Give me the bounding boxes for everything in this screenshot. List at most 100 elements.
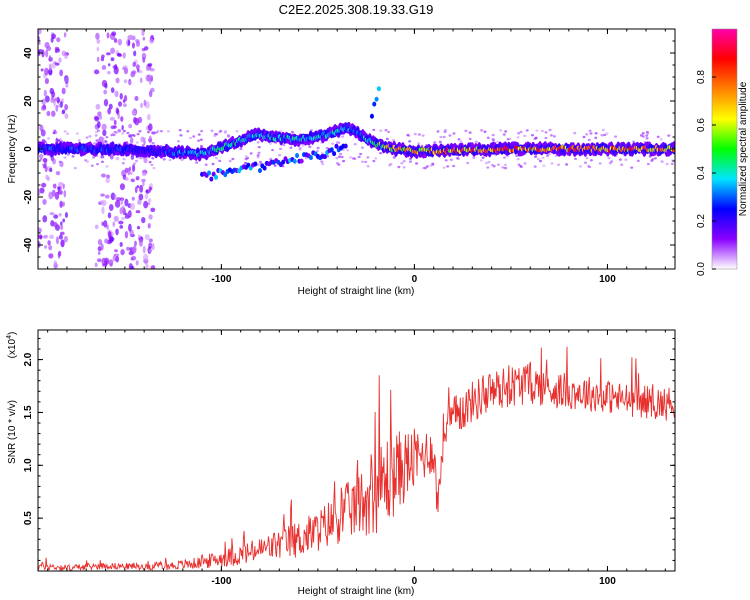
secondary-track-blob — [295, 153, 300, 159]
background-speck — [452, 132, 456, 135]
noise-speck — [44, 67, 49, 76]
background-speck — [360, 146, 364, 149]
noise-speck — [58, 234, 63, 240]
noise-speck — [59, 69, 64, 77]
background-speck — [151, 157, 155, 160]
background-speck — [608, 161, 612, 165]
noise-speck — [148, 90, 153, 98]
noise-speck — [129, 137, 134, 145]
noise-speck — [147, 202, 151, 206]
background-speck — [630, 166, 634, 169]
noise-speck — [44, 245, 48, 249]
background-speck — [41, 138, 45, 142]
noise-speck — [49, 234, 55, 240]
background-speck — [496, 140, 500, 144]
background-speck — [366, 156, 370, 159]
noise-speck — [94, 262, 98, 268]
background-speck — [385, 137, 389, 141]
noise-speck — [47, 240, 51, 246]
background-speck — [525, 129, 529, 132]
background-speck — [392, 156, 396, 159]
noise-speck — [103, 98, 109, 107]
noise-speck — [147, 63, 153, 67]
noise-speck — [132, 164, 136, 173]
background-speck — [186, 130, 190, 133]
background-speck — [256, 141, 260, 144]
noise-speck — [103, 220, 108, 228]
noise-speck — [138, 238, 143, 247]
noise-speck — [56, 37, 61, 43]
background-speck — [180, 158, 184, 162]
noise-speck — [58, 250, 62, 257]
background-speck — [573, 131, 577, 135]
noise-speck — [100, 243, 104, 251]
background-speck — [326, 155, 330, 158]
background-speck — [442, 166, 446, 169]
noise-speck — [128, 250, 134, 256]
noise-speck — [149, 183, 153, 188]
noise-speck — [124, 177, 129, 181]
noise-speck — [109, 236, 115, 242]
background-speck — [335, 156, 339, 160]
noise-speck — [107, 107, 112, 115]
noise-speck — [145, 66, 150, 71]
noise-speck — [140, 136, 145, 143]
noise-speck — [135, 260, 139, 266]
background-speck — [273, 164, 277, 167]
background-speck — [231, 157, 235, 161]
background-speck — [474, 140, 478, 144]
background-speck — [121, 132, 125, 135]
background-speck — [565, 163, 569, 166]
noise-speck — [62, 201, 65, 207]
background-speck — [126, 131, 130, 135]
background-speck — [204, 163, 208, 166]
noise-speck — [124, 215, 130, 219]
noise-speck — [151, 242, 155, 251]
background-speck — [641, 132, 645, 135]
background-speck — [444, 159, 448, 162]
secondary-track-blob — [329, 147, 334, 153]
noise-speck — [59, 100, 63, 108]
background-speck — [659, 138, 663, 141]
background-speck — [176, 140, 180, 143]
background-speck — [197, 133, 201, 136]
background-speck — [195, 161, 199, 164]
background-speck — [357, 155, 361, 159]
background-speck — [321, 162, 325, 166]
background-speck — [436, 130, 440, 133]
secondary-track-blob — [332, 151, 337, 157]
noise-speck — [61, 109, 66, 114]
background-speck — [665, 162, 669, 166]
noise-speck — [41, 182, 47, 188]
background-speck — [420, 144, 424, 148]
background-speck — [150, 163, 154, 167]
noise-speck — [59, 200, 63, 209]
background-speck — [192, 135, 196, 138]
background-speck — [63, 130, 67, 133]
y-tick-label: 1.0 — [23, 458, 34, 472]
snr-x-axis-title: Height of straight line (km) — [298, 586, 415, 597]
noise-speck — [96, 39, 101, 44]
noise-speck — [97, 251, 101, 255]
background-speck — [339, 152, 343, 156]
background-speck — [653, 157, 657, 160]
background-speck — [533, 165, 537, 168]
noise-speck — [45, 174, 49, 180]
colorbar-tick-label: 0.8 — [696, 70, 707, 84]
noise-speck — [135, 210, 141, 214]
background-speck — [546, 154, 550, 157]
background-speck — [223, 131, 227, 134]
background-speck — [105, 165, 109, 168]
background-speck — [503, 163, 507, 167]
noise-speck — [119, 241, 123, 247]
background-speck — [541, 156, 545, 160]
background-speck — [92, 156, 96, 159]
noise-speck — [117, 112, 120, 120]
noise-speck — [44, 42, 50, 49]
background-speck — [243, 162, 247, 165]
background-speck — [480, 129, 484, 132]
background-speck — [624, 158, 628, 161]
colorbar-frame — [711, 28, 738, 270]
background-speck — [53, 129, 57, 132]
background-speck — [257, 145, 261, 149]
